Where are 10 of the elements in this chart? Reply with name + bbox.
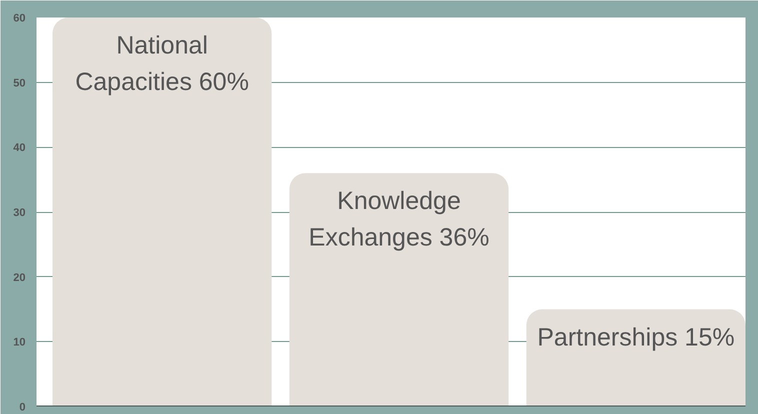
y-tick-label: 10 [13, 336, 26, 349]
y-tick-label: 30 [13, 207, 26, 219]
category-label: National Capacities 60% [75, 32, 249, 96]
y-tick-label: 40 [13, 142, 26, 154]
y-tick-label: 60 [13, 12, 26, 24]
y-tick-label: 50 [13, 77, 26, 90]
category-label: Knowledge Exchanges 36% [308, 187, 490, 252]
category-label: Partnerships 15% [537, 323, 735, 352]
y-tick-label: 20 [13, 272, 26, 284]
y-tick-label: 0 [19, 402, 26, 414]
